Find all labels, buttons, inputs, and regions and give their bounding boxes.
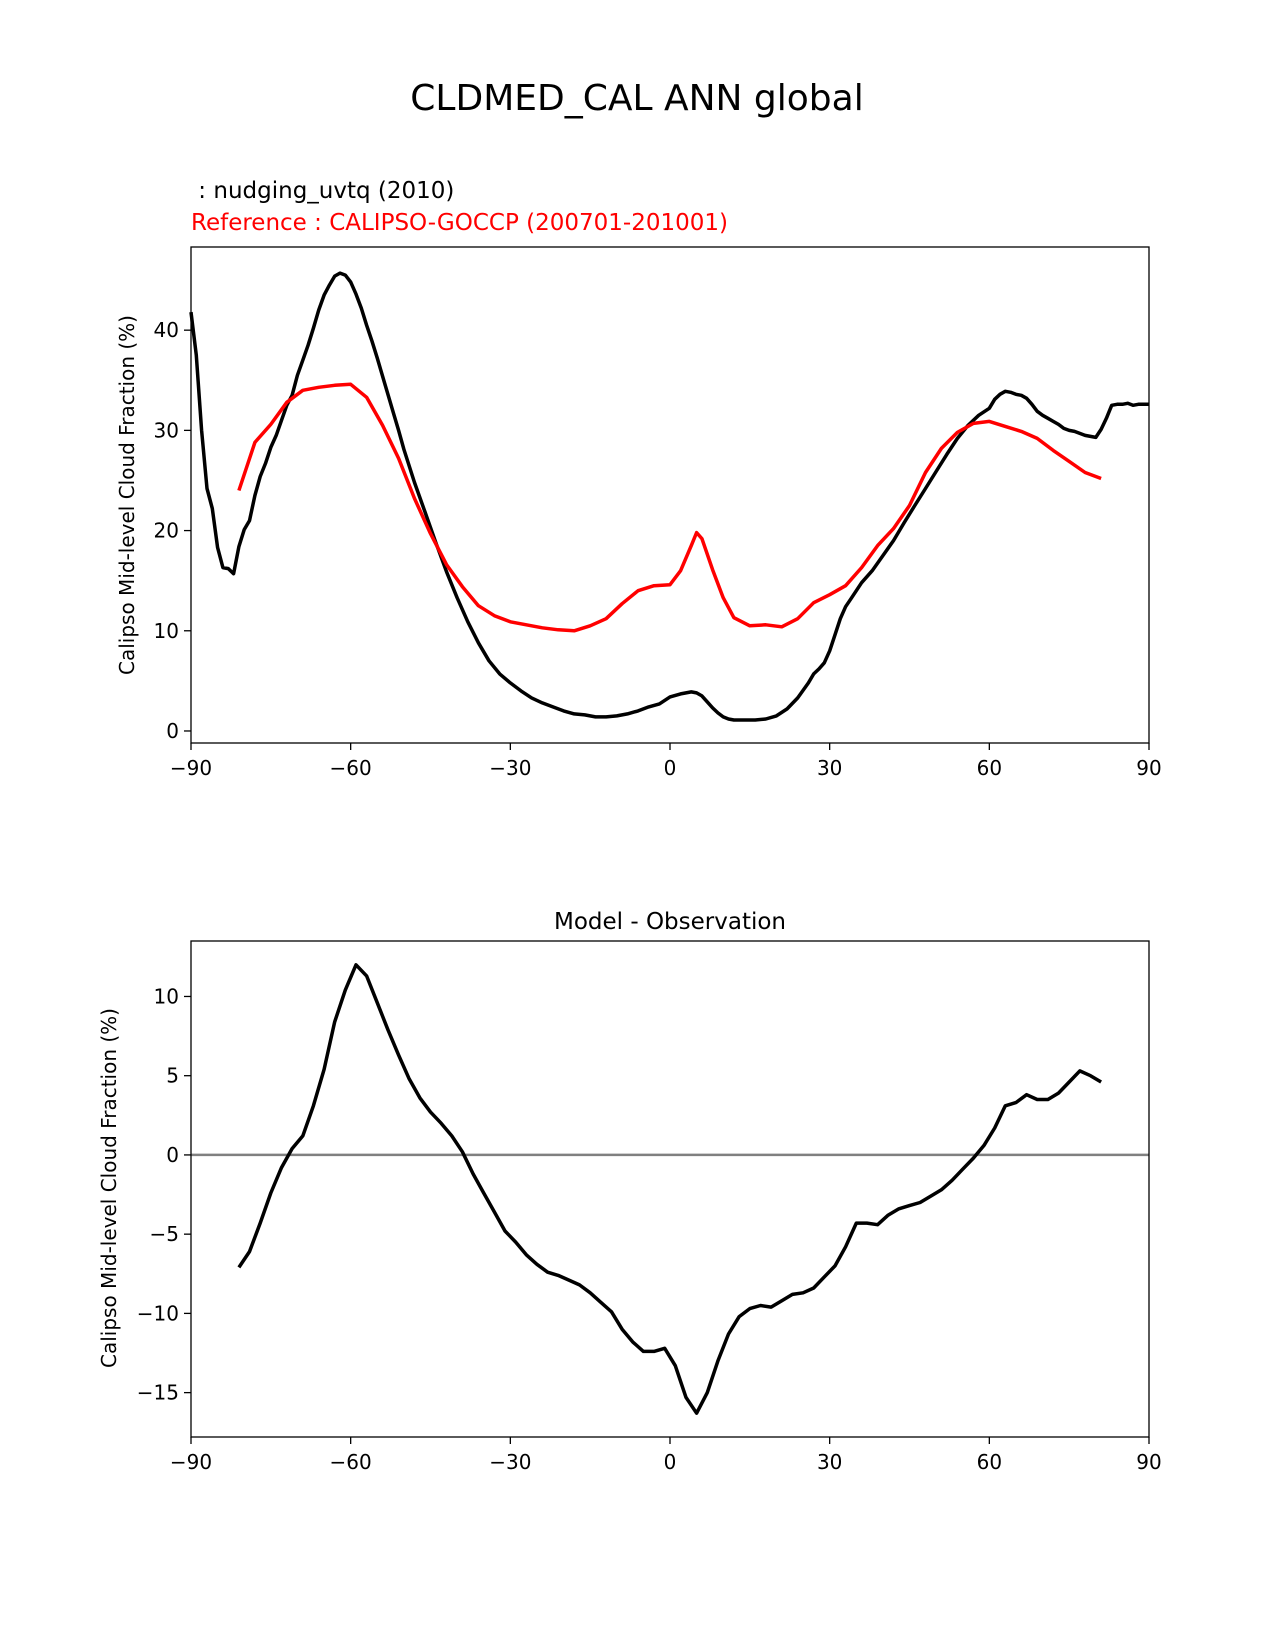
figure-title: CLDMED_CAL ANN global [410,78,863,119]
top-xtick-label: −60 [330,756,372,780]
top-ytick-label: 20 [154,519,179,543]
bottom-ytick-label: 5 [166,1064,179,1088]
bottom-panel: Model - Observation Calipso Mid-level Cl… [97,909,1162,1474]
bottom-xtick-label: 90 [1136,1450,1161,1474]
bottom-ytick-label: −5 [150,1222,179,1246]
top-ytick-label: 0 [166,719,179,743]
bottom-xtick-label: 0 [664,1450,677,1474]
top-ytick-label: 40 [154,318,179,342]
bottom-ytick-label: −10 [137,1301,179,1325]
top-ticks-layer: −90 −60 −30 0 30 60 90 0 10 20 30 40 [154,318,1162,780]
model-label: : nudging_uvtq (2010) [191,178,454,204]
top-series-layer [189,271,1149,722]
bottom-ytick-label: −15 [137,1381,179,1405]
top-ylabel: Calipso Mid-level Cloud Fraction (%) [115,315,139,675]
bottom-ylabel: Calipso Mid-level Cloud Fraction (%) [97,1008,121,1368]
top-axes-frame [190,246,1150,744]
top-series-0-line [189,271,1149,722]
bottom-xtick-label: 60 [977,1450,1002,1474]
reference-label: Reference : CALIPSO-GOCCP (200701-201001… [191,210,728,236]
top-panel: : nudging_uvtq (2010) Reference : CALIPS… [115,178,1162,780]
bottom-xtick-label: −60 [330,1450,372,1474]
top-xtick-label: −30 [489,756,531,780]
bottom-xtick-label: −30 [489,1450,531,1474]
top-ytick-label: 30 [154,418,179,442]
bottom-xtick-label: −90 [170,1450,212,1474]
top-ytick-label: 10 [154,619,179,643]
bottom-series-layer [237,963,1102,1415]
bottom-ticks-layer: −90 −60 −30 0 30 60 90 10 5 0 −5 −10 −15 [137,984,1162,1474]
bottom-series-0-line [237,963,1102,1415]
top-xtick-label: 90 [1136,756,1161,780]
bottom-ytick-label: 0 [166,1143,179,1167]
bottom-title: Model - Observation [554,909,786,935]
bottom-ytick-label: 10 [154,984,179,1008]
top-xtick-label: 30 [817,756,842,780]
top-xtick-label: −90 [170,756,212,780]
top-xtick-label: 60 [977,756,1002,780]
top-xtick-label: 0 [664,756,677,780]
top-series-1-line [237,382,1102,633]
bottom-axes-frame [190,940,1150,1438]
bottom-xtick-label: 30 [817,1450,842,1474]
